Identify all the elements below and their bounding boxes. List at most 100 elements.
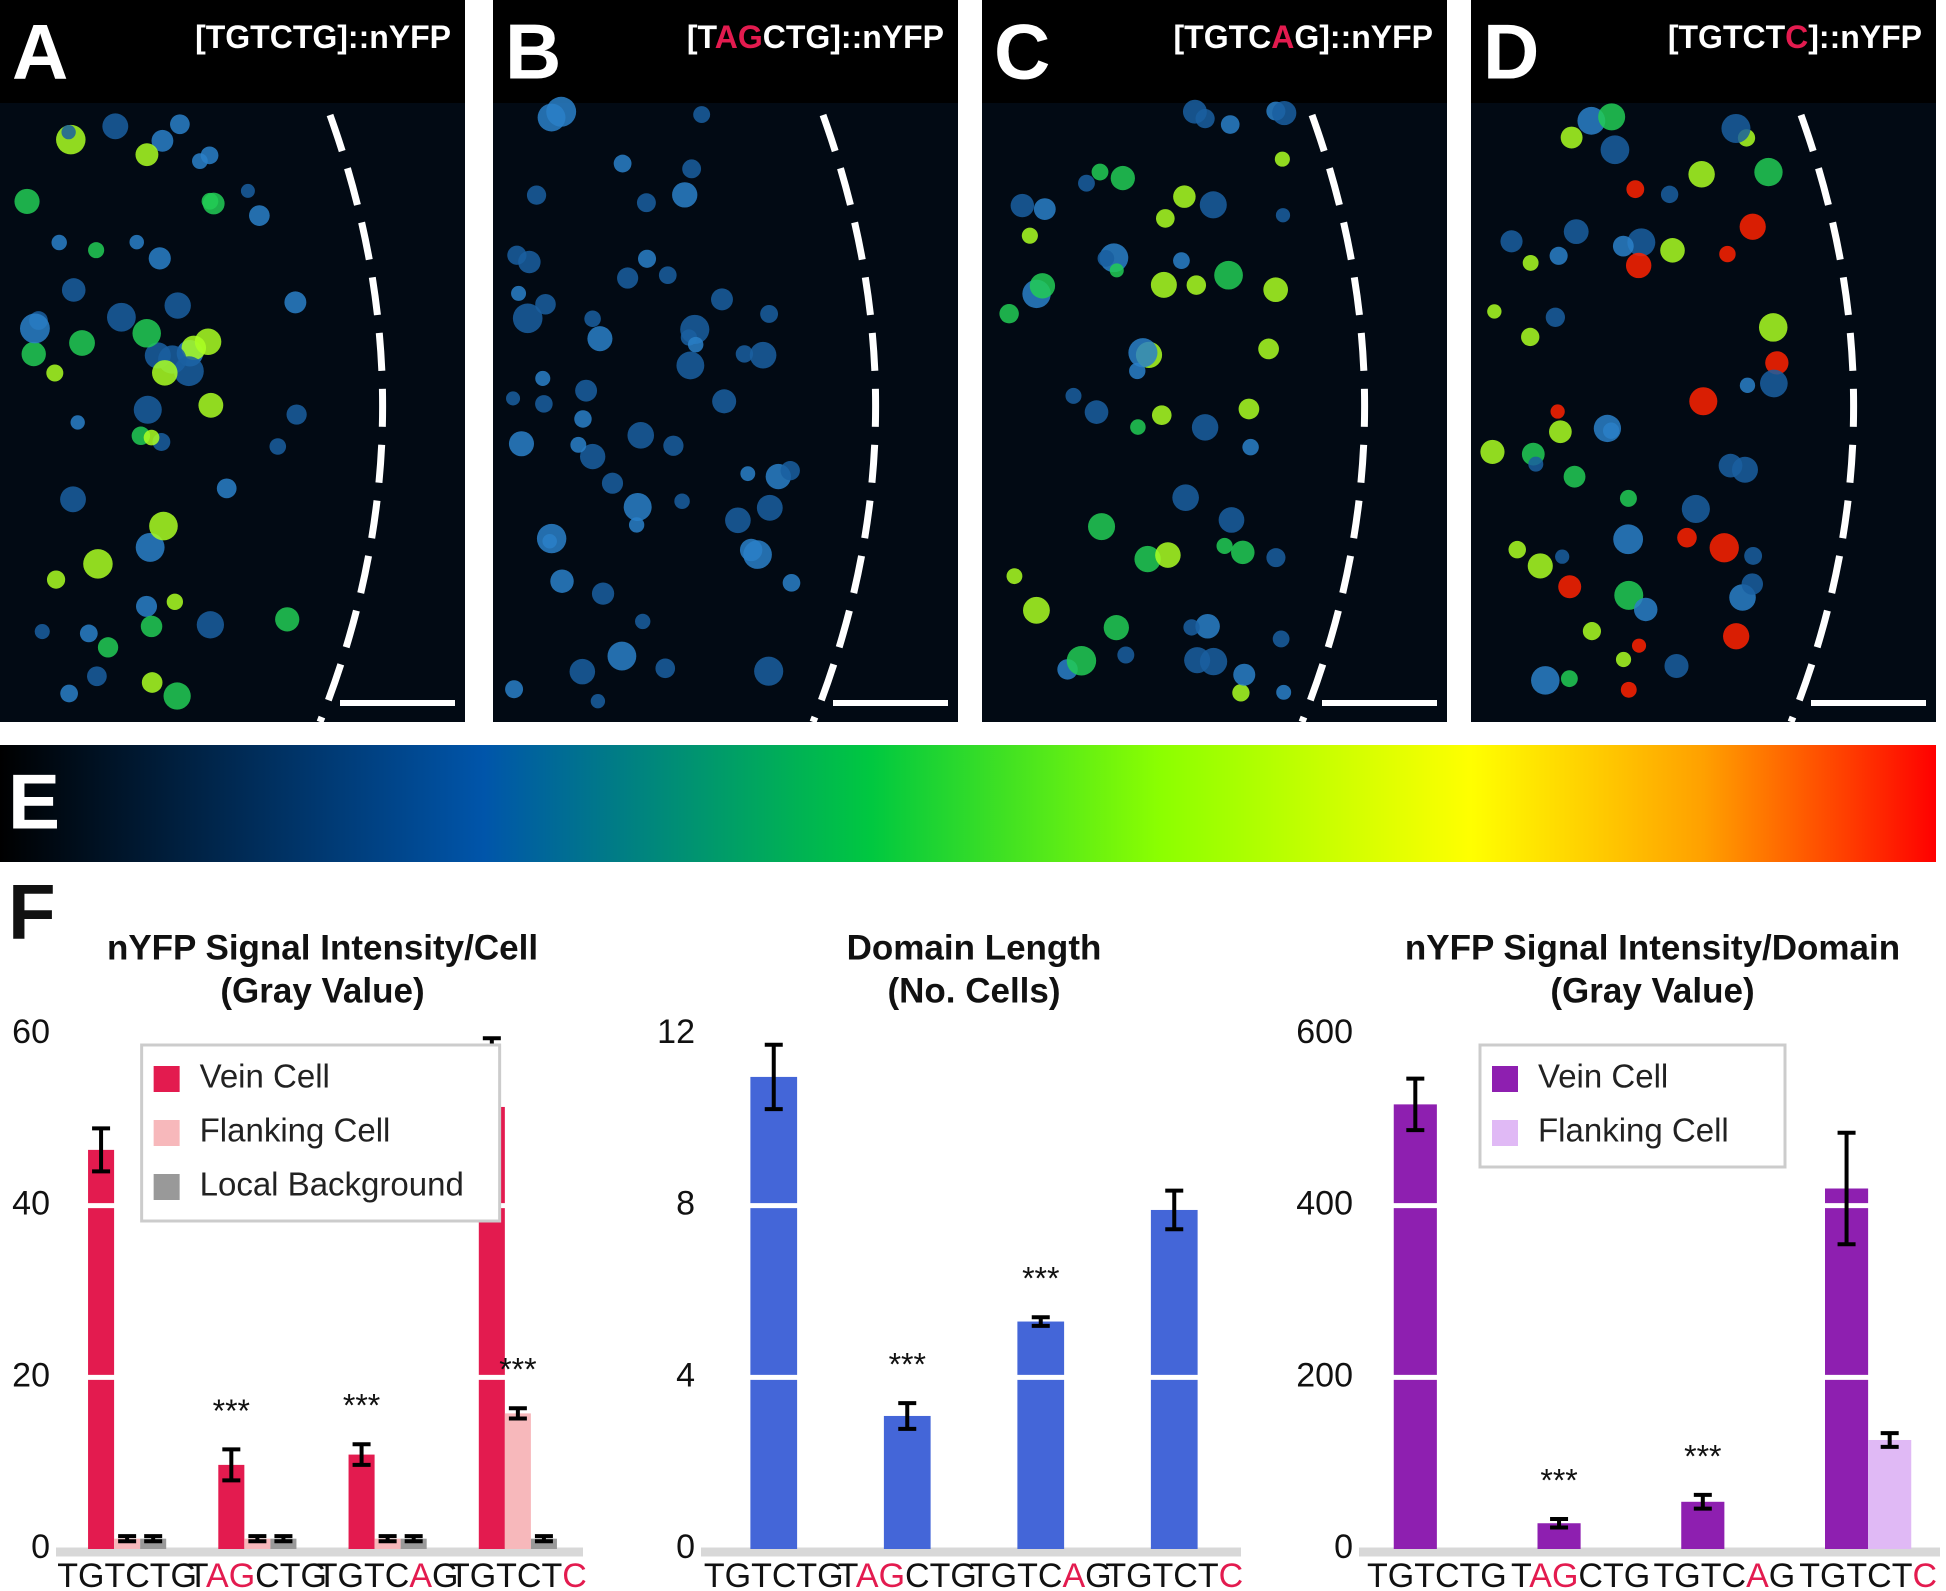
nucleus: [1078, 174, 1095, 192]
nucleus: [627, 422, 655, 449]
nucleus: [1760, 369, 1788, 398]
nucleus: [275, 607, 300, 632]
nucleus: [782, 574, 801, 592]
nucleus: [166, 593, 184, 610]
label-part: A: [1062, 1557, 1085, 1591]
nucleus: [1199, 647, 1228, 676]
nucleus: [607, 641, 637, 671]
nucleus: [535, 370, 551, 386]
panel-letter: F: [8, 868, 56, 956]
bar: [1825, 1188, 1869, 1549]
nucleus: [1272, 100, 1297, 126]
nucleus: [1619, 489, 1637, 507]
label-part: A: [1746, 1557, 1769, 1591]
label-part: G: [1769, 1557, 1795, 1591]
nucleus: [1521, 327, 1540, 347]
nucleus: [512, 303, 543, 334]
chart-title: (Gray Value): [1550, 971, 1754, 1010]
nucleus: [672, 182, 698, 208]
y-tick-label: 20: [12, 1356, 50, 1394]
error-bar: [248, 1534, 267, 1544]
nucleus: [1231, 540, 1255, 565]
legend-swatch: [1492, 1120, 1518, 1146]
nucleus: [1626, 180, 1645, 199]
label-part: T: [1511, 1557, 1531, 1591]
nucleus: [1006, 568, 1023, 585]
x-tick-label: TGTCTG: [57, 1557, 197, 1591]
nucleus: [1173, 185, 1196, 208]
nucleus: [1218, 507, 1245, 533]
significance: ***: [1684, 1438, 1721, 1474]
nucleus: [143, 429, 160, 446]
nucleus: [46, 570, 66, 589]
x-tick-label: TAGCTG: [838, 1557, 977, 1591]
nucleus: [505, 680, 524, 699]
legend-label: Local Background: [200, 1166, 464, 1203]
nucleus: [1258, 338, 1279, 360]
label-part: AG: [715, 19, 763, 55]
margin-outline: [1787, 113, 1858, 724]
label-part: CTG: [1578, 1557, 1650, 1591]
nucleus: [1545, 307, 1566, 327]
label-part: TGTCTG: [1367, 1557, 1507, 1591]
significance: ***: [499, 1352, 536, 1388]
bar: [374, 1538, 401, 1549]
error-bar: [1880, 1431, 1899, 1449]
y-tick-label: 0: [676, 1528, 695, 1566]
nucleus: [584, 310, 601, 328]
nucleus: [133, 395, 162, 424]
bar: [1868, 1439, 1912, 1549]
nucleus: [756, 494, 783, 521]
bar: [1393, 1104, 1437, 1549]
nucleus: [1719, 245, 1736, 263]
nucleus: [508, 431, 535, 457]
nucleus: [87, 666, 107, 687]
nucleus: [1731, 456, 1758, 483]
nucleus: [14, 188, 40, 215]
nucleus: [1620, 681, 1637, 698]
nucleus: [687, 336, 704, 353]
nucleus: [1681, 494, 1710, 524]
panel-letter: D: [1483, 8, 1539, 96]
nucleus: [569, 658, 596, 685]
nucleus: [1220, 115, 1240, 134]
nucleus: [1182, 99, 1207, 124]
nucleus: [1528, 456, 1544, 472]
legend-swatch: [153, 1120, 180, 1146]
significance: ***: [889, 1347, 926, 1383]
x-tick-label: TGTCTG: [704, 1557, 844, 1591]
nucleus: [46, 364, 64, 382]
error-bar: [1406, 1076, 1425, 1133]
nucleus: [1631, 638, 1647, 653]
error-bar: [378, 1534, 397, 1544]
label-part: CTG]::nYFP: [763, 19, 944, 55]
nucleus: [537, 103, 566, 132]
error-bar: [222, 1447, 241, 1483]
bar: [348, 1454, 375, 1549]
panel-title: [TAGCTG]::nYFP: [687, 19, 944, 55]
x-tick-label: TGTCTG: [1367, 1557, 1507, 1591]
nucleus: [1527, 553, 1553, 579]
y-tick-label: 0: [31, 1528, 50, 1566]
bar: [530, 1538, 557, 1549]
panel-letter: C: [994, 8, 1050, 96]
legend-label: Vein Cell: [1538, 1058, 1668, 1095]
nucleus: [580, 443, 606, 470]
x-tick-label: TGTCAG: [970, 1557, 1112, 1591]
nucleus: [740, 466, 756, 482]
nucleus: [135, 532, 165, 562]
nucleus: [570, 436, 587, 453]
micrograph-field: [0, 103, 465, 722]
nucleus: [1625, 252, 1652, 279]
nucleus: [196, 611, 225, 639]
nucleus: [1688, 161, 1715, 188]
nucleus: [601, 472, 624, 494]
nucleus: [526, 185, 547, 205]
nucleus: [1275, 208, 1291, 223]
chart-title: nYFP Signal Intensity/Cell: [107, 928, 538, 967]
nucleus: [269, 438, 287, 455]
nucleus: [198, 392, 224, 418]
y-tick-label: 0: [1334, 1528, 1353, 1566]
nucleus: [780, 460, 800, 481]
nucleus: [1754, 157, 1783, 187]
